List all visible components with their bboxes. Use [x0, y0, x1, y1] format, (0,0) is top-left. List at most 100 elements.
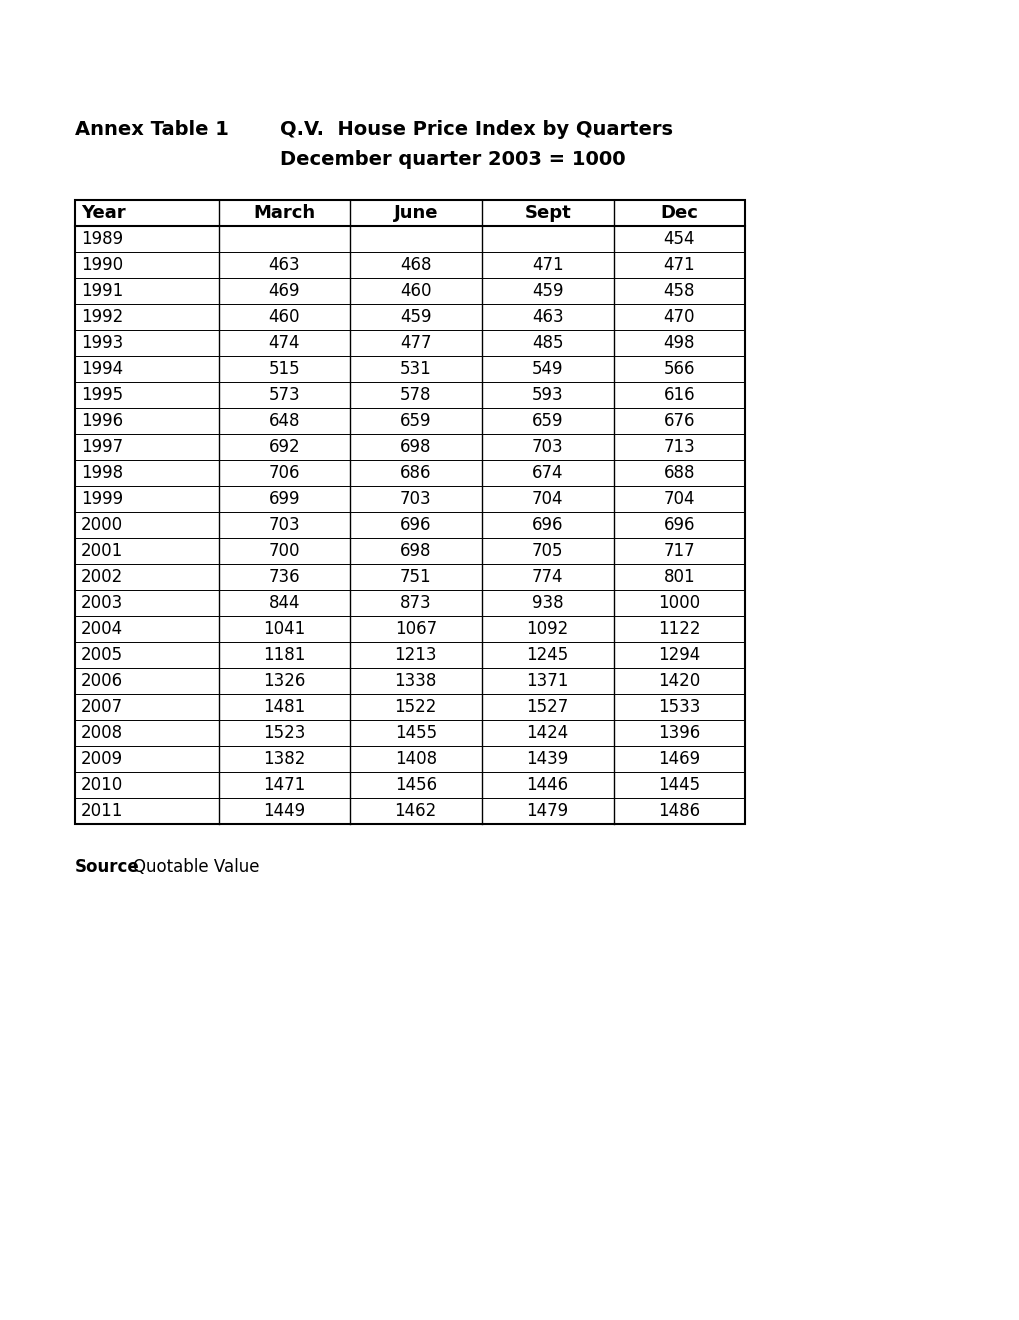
Text: 699: 699: [268, 490, 300, 508]
Text: 674: 674: [532, 465, 562, 482]
Text: 1993: 1993: [81, 334, 123, 352]
Text: Sept: Sept: [524, 205, 571, 222]
Text: 704: 704: [532, 490, 562, 508]
Text: 1992: 1992: [81, 308, 123, 326]
Text: 1991: 1991: [81, 282, 123, 300]
Bar: [75, 201, 744, 824]
Text: 1338: 1338: [394, 672, 436, 690]
Text: 2007: 2007: [81, 698, 123, 715]
Text: 1424: 1424: [526, 723, 569, 742]
Text: 1998: 1998: [81, 465, 123, 482]
Text: Quotable Value: Quotable Value: [132, 858, 259, 876]
Text: 2009: 2009: [81, 750, 123, 768]
Text: 736: 736: [268, 568, 300, 586]
Text: 459: 459: [532, 282, 562, 300]
Text: 698: 698: [399, 543, 431, 560]
Text: 659: 659: [399, 412, 431, 430]
Text: 688: 688: [663, 465, 694, 482]
Text: 1245: 1245: [526, 645, 569, 664]
Text: 578: 578: [399, 385, 431, 404]
Text: 1533: 1533: [657, 698, 700, 715]
Text: 2011: 2011: [81, 803, 123, 820]
Text: 463: 463: [268, 256, 300, 275]
Text: 454: 454: [663, 230, 694, 248]
Text: 1408: 1408: [394, 750, 436, 768]
Text: 1420: 1420: [657, 672, 700, 690]
Text: 1092: 1092: [526, 620, 569, 638]
Text: 549: 549: [532, 360, 562, 378]
Text: 1462: 1462: [394, 803, 436, 820]
Text: 460: 460: [399, 282, 431, 300]
Text: 1122: 1122: [657, 620, 700, 638]
Text: 774: 774: [532, 568, 562, 586]
Text: 474: 474: [268, 334, 300, 352]
Text: 648: 648: [268, 412, 300, 430]
Text: 696: 696: [663, 516, 694, 535]
Text: March: March: [253, 205, 315, 222]
Text: 1439: 1439: [526, 750, 569, 768]
Text: 703: 703: [399, 490, 431, 508]
Text: 700: 700: [268, 543, 300, 560]
Text: 2002: 2002: [81, 568, 123, 586]
Text: 463: 463: [531, 308, 562, 326]
Text: 1326: 1326: [263, 672, 306, 690]
Text: 686: 686: [399, 465, 431, 482]
Text: 2008: 2008: [81, 723, 123, 742]
Text: 703: 703: [268, 516, 300, 535]
Text: 659: 659: [532, 412, 562, 430]
Text: 751: 751: [399, 568, 431, 586]
Text: Dec: Dec: [659, 205, 698, 222]
Text: 471: 471: [531, 256, 562, 275]
Text: December quarter 2003 = 1000: December quarter 2003 = 1000: [280, 150, 625, 169]
Text: 616: 616: [663, 385, 695, 404]
Text: 1996: 1996: [81, 412, 123, 430]
Text: 1041: 1041: [263, 620, 306, 638]
Text: 1989: 1989: [81, 230, 123, 248]
Text: 692: 692: [268, 438, 300, 455]
Text: June: June: [393, 205, 437, 222]
Text: Source: Source: [75, 858, 140, 876]
Text: 1469: 1469: [657, 750, 700, 768]
Text: 573: 573: [268, 385, 300, 404]
Text: 1481: 1481: [263, 698, 306, 715]
Text: 1445: 1445: [657, 776, 700, 795]
Text: 1000: 1000: [657, 594, 700, 612]
Text: 1382: 1382: [263, 750, 306, 768]
Text: 2006: 2006: [81, 672, 123, 690]
Text: 713: 713: [662, 438, 695, 455]
Text: 498: 498: [663, 334, 694, 352]
Text: 2001: 2001: [81, 543, 123, 560]
Text: 1995: 1995: [81, 385, 123, 404]
Text: 1371: 1371: [526, 672, 569, 690]
Text: 801: 801: [663, 568, 695, 586]
Text: 459: 459: [399, 308, 431, 326]
Text: 1449: 1449: [263, 803, 305, 820]
Text: 1456: 1456: [394, 776, 436, 795]
Text: 485: 485: [532, 334, 562, 352]
Text: Year: Year: [81, 205, 125, 222]
Text: 593: 593: [531, 385, 562, 404]
Text: 705: 705: [532, 543, 562, 560]
Text: 696: 696: [532, 516, 562, 535]
Text: 703: 703: [531, 438, 562, 455]
Text: 468: 468: [399, 256, 431, 275]
Text: 471: 471: [663, 256, 695, 275]
Text: 873: 873: [399, 594, 431, 612]
Text: 2005: 2005: [81, 645, 123, 664]
Text: 469: 469: [268, 282, 300, 300]
Text: 1486: 1486: [657, 803, 700, 820]
Text: 1990: 1990: [81, 256, 123, 275]
Text: 2010: 2010: [81, 776, 123, 795]
Text: 477: 477: [399, 334, 431, 352]
Text: 1999: 1999: [81, 490, 123, 508]
Text: 704: 704: [663, 490, 694, 508]
Text: 1523: 1523: [263, 723, 306, 742]
Text: 696: 696: [399, 516, 431, 535]
Text: 1479: 1479: [526, 803, 569, 820]
Text: 717: 717: [663, 543, 695, 560]
Text: 844: 844: [268, 594, 300, 612]
Text: 460: 460: [268, 308, 300, 326]
Text: 470: 470: [663, 308, 694, 326]
Text: 531: 531: [399, 360, 431, 378]
Text: 938: 938: [531, 594, 562, 612]
